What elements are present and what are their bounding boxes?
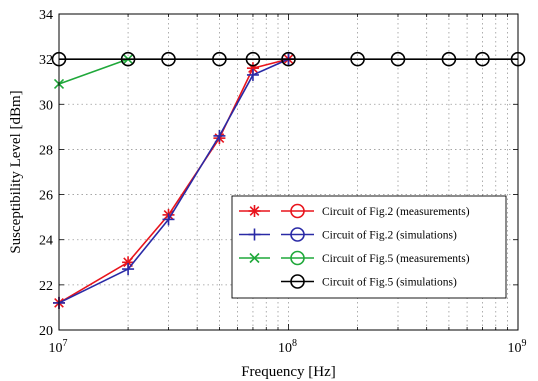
legend-marker bbox=[290, 250, 305, 266]
data-point bbox=[213, 129, 226, 142]
y-tick-label: 34 bbox=[39, 8, 53, 23]
y-tick-label: 26 bbox=[39, 189, 53, 204]
marker-shape bbox=[120, 51, 136, 67]
legend-label: Circuit of Fig.5 (measurements) bbox=[322, 253, 470, 265]
legend: Circuit of Fig.2 (measurements) Circuit o… bbox=[231, 195, 507, 299]
data-point bbox=[245, 51, 261, 67]
x-tick-label: 108 bbox=[278, 338, 297, 356]
legend-marker bbox=[248, 228, 261, 241]
y-tick-label: 24 bbox=[39, 234, 53, 249]
marker-shape bbox=[475, 51, 490, 67]
data-point bbox=[475, 51, 490, 67]
marker-shape bbox=[290, 203, 305, 219]
ticks: 20 22 24 26 28 30 32 34 107 108 109 bbox=[39, 8, 527, 356]
series-layer bbox=[51, 51, 526, 309]
legend-entry: Circuit of Fig.2 (measurements) bbox=[239, 203, 470, 219]
series-4 bbox=[51, 51, 526, 67]
x-tick-label: 109 bbox=[508, 338, 527, 356]
marker-shape bbox=[290, 227, 305, 242]
marker-shape bbox=[290, 250, 305, 266]
marker-shape bbox=[245, 51, 261, 67]
legend-label: Circuit of Fig.2 (measurements) bbox=[322, 206, 470, 218]
legend-label: Circuit of Fig.2 (simulations) bbox=[322, 230, 457, 242]
data-point bbox=[161, 51, 176, 67]
marker-shape bbox=[212, 51, 227, 67]
data-point bbox=[120, 51, 136, 67]
marker-shape bbox=[123, 257, 133, 268]
marker-shape bbox=[249, 252, 260, 264]
legend-box bbox=[231, 195, 507, 299]
legend-entry: Circuit of Fig.5 (measurements) bbox=[239, 250, 470, 266]
data-point bbox=[390, 51, 406, 67]
data-point bbox=[281, 51, 296, 67]
marker-shape bbox=[350, 51, 365, 67]
y-tick-label: 22 bbox=[39, 279, 53, 294]
y-axis-title: Susceptibility Level [dBm] bbox=[8, 90, 24, 253]
marker-shape bbox=[161, 51, 176, 67]
series-line bbox=[58, 58, 129, 85]
y-tick-label: 32 bbox=[39, 53, 53, 68]
legend-marker bbox=[290, 227, 305, 242]
legend-label: Circuit of Fig.5 (simulations) bbox=[322, 277, 457, 289]
y-tick-label: 30 bbox=[39, 98, 53, 113]
marker-shape bbox=[249, 206, 260, 216]
data-point bbox=[350, 51, 365, 67]
y-tick-label: 28 bbox=[39, 143, 53, 158]
legend-marker bbox=[249, 252, 260, 264]
data-point bbox=[441, 51, 457, 67]
series-line bbox=[58, 58, 289, 304]
legend-entry: Circuit of Fig.2 (simulations) bbox=[239, 227, 457, 242]
legend-marker bbox=[290, 274, 305, 289]
y-tick-label: 20 bbox=[39, 324, 53, 339]
x-axis-title: Frequency [Hz] bbox=[241, 364, 336, 380]
legend-marker bbox=[290, 203, 305, 219]
x-tick-label: 107 bbox=[49, 338, 68, 356]
data-point bbox=[162, 213, 175, 226]
data-point bbox=[246, 68, 259, 81]
data-point bbox=[212, 51, 227, 67]
marker-shape bbox=[281, 51, 296, 67]
marker-shape bbox=[290, 274, 305, 289]
legend-marker bbox=[248, 205, 261, 217]
data-point bbox=[122, 263, 135, 276]
marker-shape bbox=[390, 51, 406, 67]
marker-shape bbox=[441, 51, 457, 67]
legend-entry: Circuit of Fig.5 (simulations) bbox=[281, 274, 457, 289]
